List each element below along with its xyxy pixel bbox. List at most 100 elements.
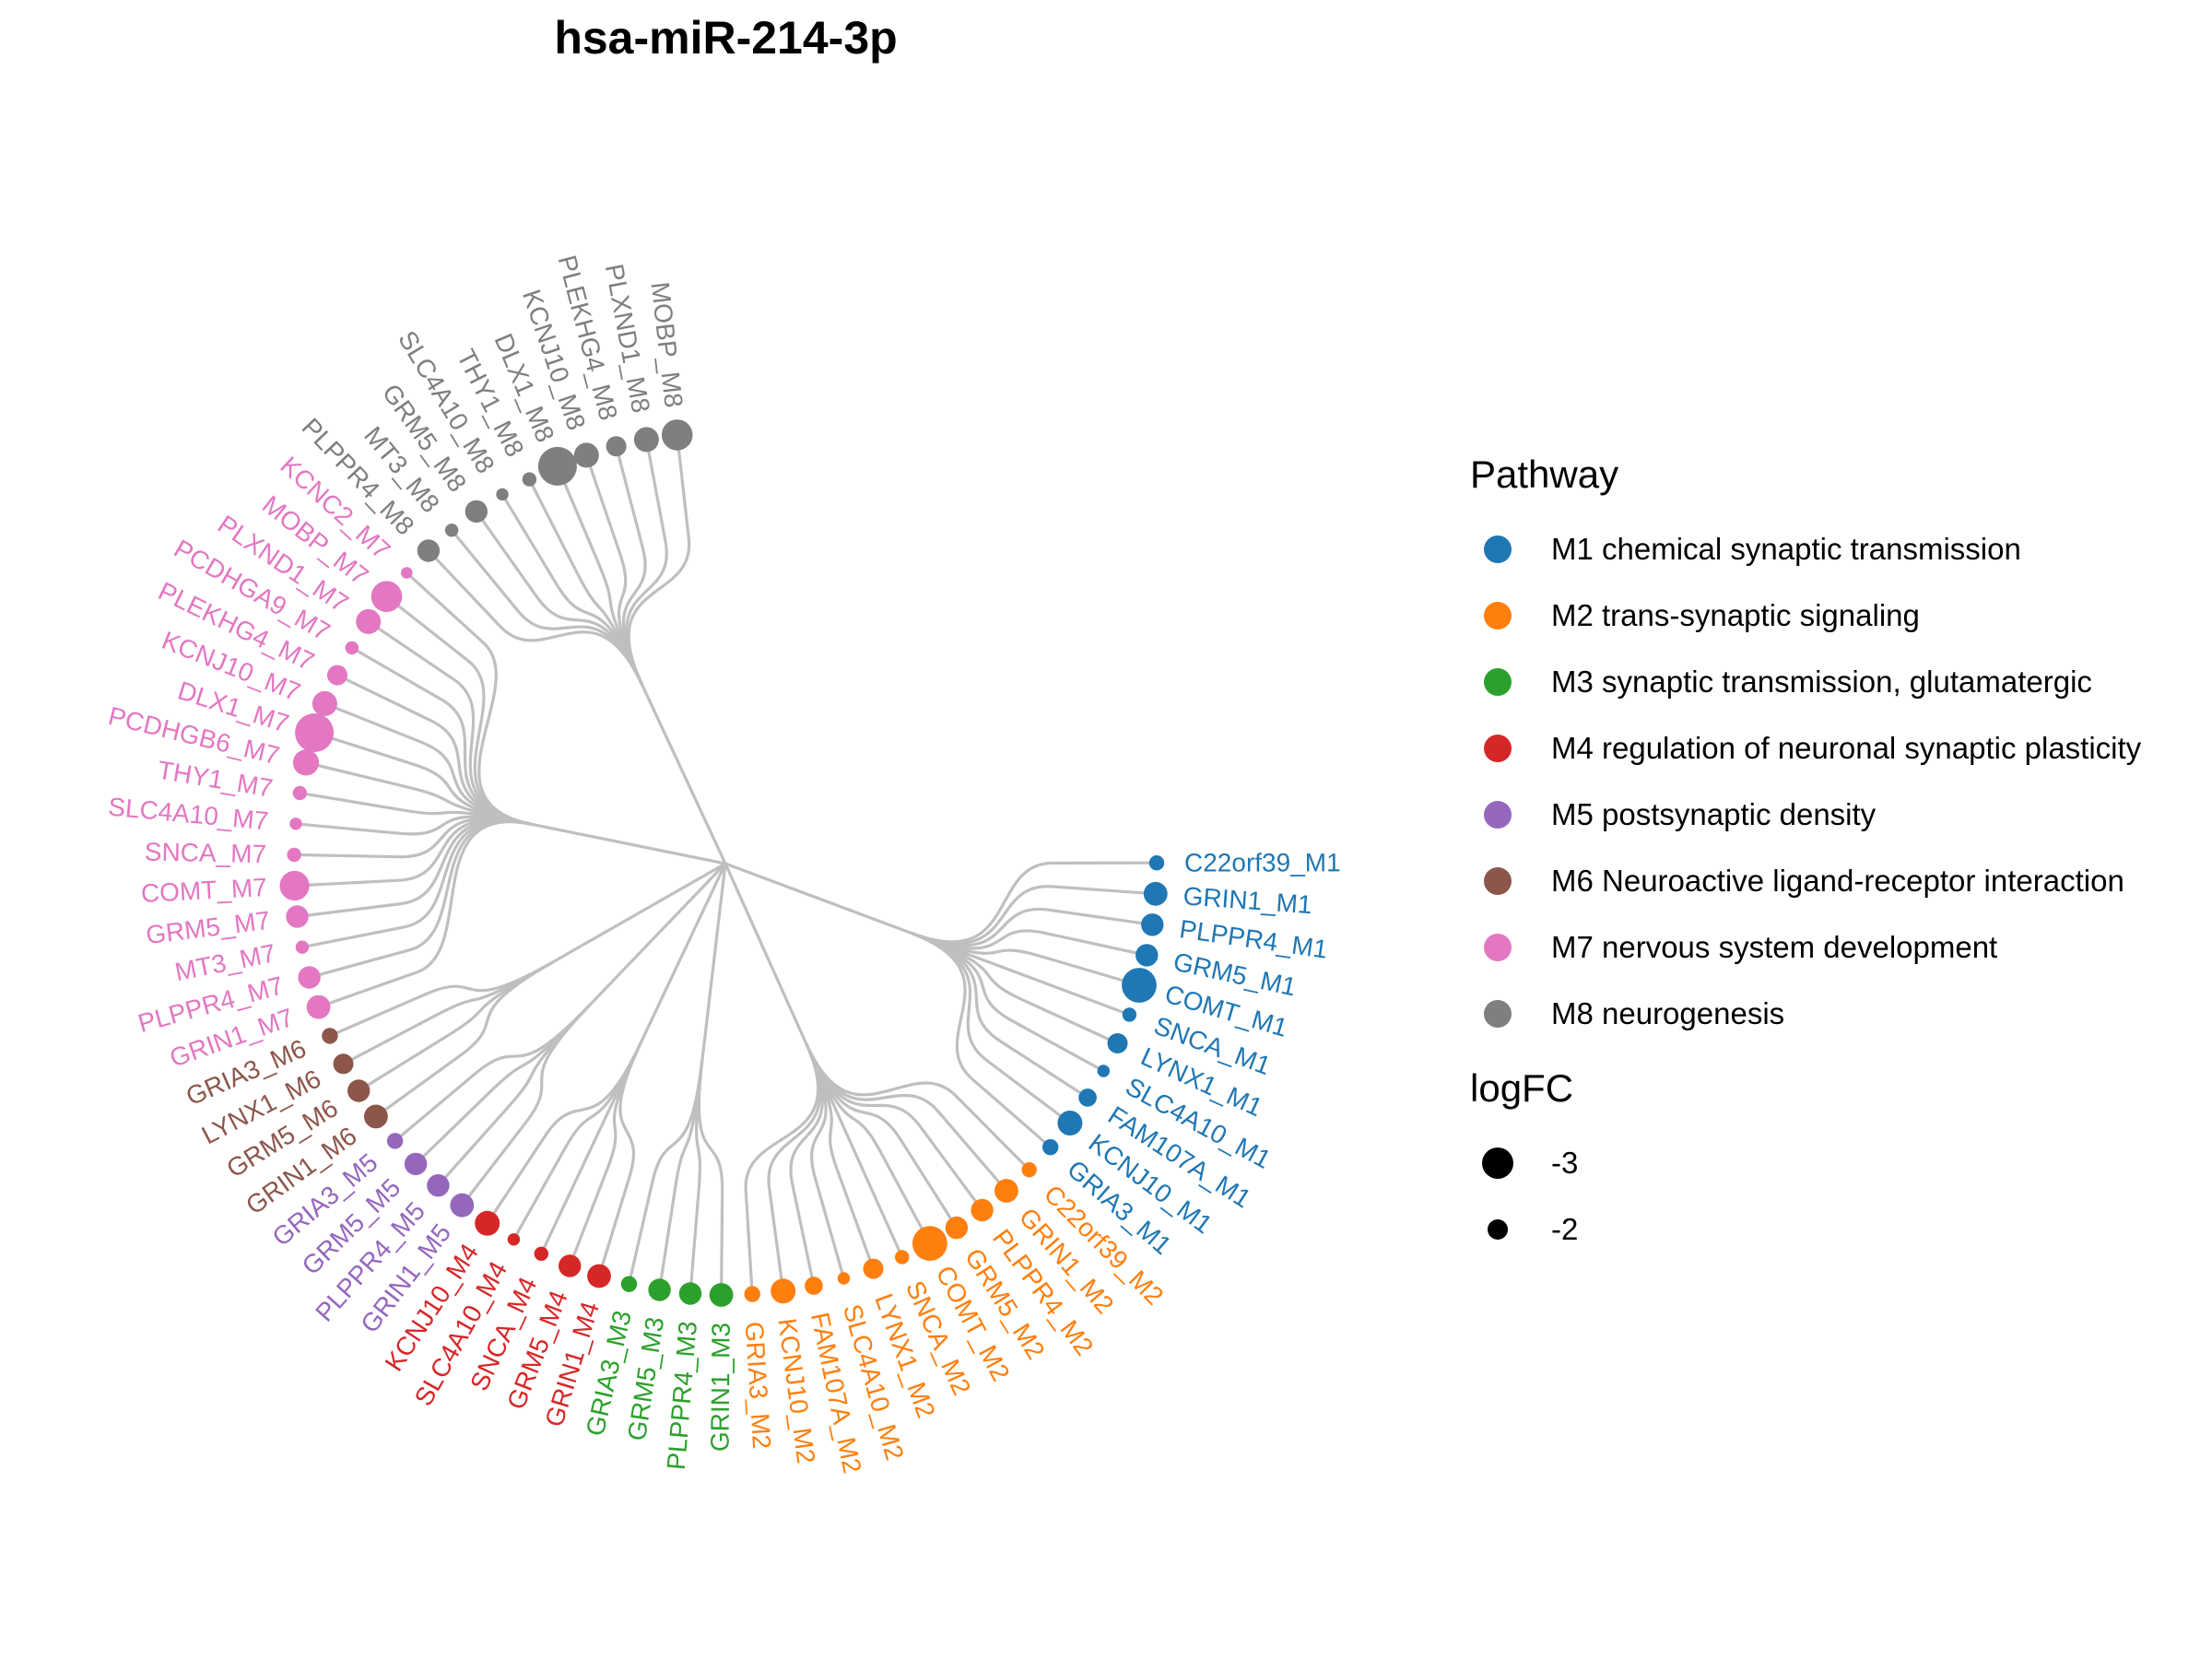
- gene-node: [1021, 1162, 1037, 1178]
- edge-GRIA3_M5: [394, 1006, 590, 1143]
- edge-FAM107A_M1: [910, 931, 1088, 1100]
- gene-label: GRIA3_M2: [740, 1321, 777, 1450]
- gene-node: [1042, 1139, 1059, 1156]
- gene-node: [1135, 944, 1159, 967]
- edge-root-M7: [530, 822, 726, 865]
- gene-node: [333, 1053, 354, 1075]
- edge-GRIN1_M3: [697, 1060, 724, 1296]
- circle-icon: [1484, 1000, 1512, 1028]
- edge-PLPPR4_M7: [309, 819, 532, 980]
- circle-icon: [1484, 668, 1512, 696]
- edge-PLXND1_M8: [625, 439, 668, 685]
- circle-icon: [1484, 602, 1512, 629]
- gene-node: [771, 1278, 796, 1304]
- gene-node: [1122, 968, 1157, 1003]
- gene-node: [1078, 1088, 1097, 1107]
- gene-node: [444, 524, 459, 537]
- edge-PLPPR4_M8: [427, 549, 643, 685]
- gene-node: [863, 1258, 884, 1279]
- edge-root-M5: [587, 862, 727, 1008]
- gene-label: GRIN1_M1: [1182, 881, 1313, 919]
- edge-KCNJ10_M8: [584, 454, 643, 685]
- edge-GRIA3_M1: [910, 931, 1052, 1148]
- gene-node: [537, 446, 577, 486]
- gene-node: [404, 1152, 428, 1176]
- legend-label: M5 postsynaptic density: [1551, 797, 1877, 831]
- gene-label: SLC4A10_M7: [107, 792, 269, 835]
- edge-MOBP_M8: [627, 434, 691, 685]
- legend-size-label: -3: [1551, 1146, 1579, 1180]
- edge-GRIA3_M2: [744, 1043, 820, 1295]
- gene-node: [837, 1272, 851, 1285]
- gene-node: [322, 1028, 338, 1044]
- chart-title: hsa-miR-214-3p: [554, 12, 898, 64]
- gene-node: [427, 1174, 450, 1197]
- legend-item-M1: M1 chemical synaptic transmission: [1470, 516, 2212, 582]
- gene-node: [606, 436, 627, 457]
- legend-label: M7 nervous system development: [1551, 930, 1998, 964]
- gene-node: [279, 870, 310, 901]
- edge-GRIA3_M6: [329, 960, 555, 1038]
- gene-node: [364, 1104, 388, 1129]
- gene-label: COMT_M7: [140, 873, 267, 908]
- legend-item-M2: M2 trans-synaptic signaling: [1470, 582, 2212, 649]
- tree-edges: [294, 434, 1158, 1296]
- gene-node: [312, 690, 337, 716]
- legend-item-M3: M3 synaptic transmission, glutamatergic: [1470, 649, 2212, 715]
- legend-label: M6 Neuroactive ligand-receptor interacti…: [1551, 864, 2124, 898]
- gene-node: [587, 1264, 611, 1288]
- edge-GRIN1_M6: [374, 960, 555, 1118]
- gene-node: [522, 472, 537, 487]
- gene-node: [401, 567, 413, 579]
- gene-node: [465, 500, 488, 524]
- gene-label: GRIN1_M3: [705, 1323, 735, 1452]
- edge-root-M4: [639, 863, 727, 1044]
- gene-node: [744, 1286, 760, 1302]
- edge-SLC4A10_M1: [910, 931, 1105, 1073]
- edge-KCNJ10_M4: [486, 1041, 642, 1225]
- gene-node: [648, 1278, 671, 1301]
- gene-label: C22orf39_M1: [1184, 848, 1341, 877]
- edge-PLPPR4_M2: [805, 1043, 983, 1211]
- circle-icon: [1488, 1219, 1508, 1240]
- edge-root-M8: [640, 683, 727, 865]
- gene-node: [345, 641, 359, 655]
- circle-icon: [1484, 735, 1512, 762]
- gene-node: [507, 1233, 521, 1246]
- gene-node: [534, 1246, 548, 1262]
- gene-node: [386, 1133, 404, 1149]
- circle-icon: [1484, 535, 1512, 563]
- edge-root-M2: [724, 863, 808, 1045]
- edge-COMT_M7: [294, 818, 532, 888]
- gene-node: [559, 1254, 582, 1277]
- edge-PLXND1_M7: [367, 620, 532, 826]
- circle-icon: [1484, 801, 1512, 829]
- gene-node: [1148, 855, 1165, 871]
- gene-label: PLPPR4_M3: [662, 1320, 702, 1471]
- gene-node: [945, 1216, 969, 1240]
- gene-node: [295, 713, 335, 752]
- gene-node: [805, 1277, 823, 1295]
- gene-node: [371, 581, 403, 612]
- legend-item-M6: M6 Neuroactive ligand-receptor interacti…: [1470, 848, 2212, 914]
- edge-root-M3: [700, 863, 727, 1061]
- gene-node: [1143, 881, 1168, 906]
- gene-node: [347, 1079, 371, 1102]
- edge-SLC4A10_M8: [500, 493, 643, 685]
- legend-item-M4: M4 regulation of neuronal synaptic plast…: [1470, 715, 2212, 782]
- gene-node: [306, 994, 331, 1019]
- gene-node: [620, 1276, 638, 1292]
- gene-node: [1057, 1111, 1083, 1135]
- gene-node: [496, 488, 509, 501]
- legend-logfc-title: logFC: [1470, 1066, 1574, 1110]
- gene-node: [1107, 1033, 1128, 1053]
- legend-label: M4 regulation of neuronal synaptic plast…: [1551, 731, 2142, 765]
- edge-root-M6: [552, 862, 726, 963]
- gene-node: [994, 1179, 1018, 1203]
- legend-label: M1 chemical synaptic transmission: [1551, 532, 2021, 566]
- edge-GRIN1_M1: [910, 885, 1156, 946]
- circle-icon: [1484, 934, 1512, 961]
- gene-node: [289, 818, 302, 830]
